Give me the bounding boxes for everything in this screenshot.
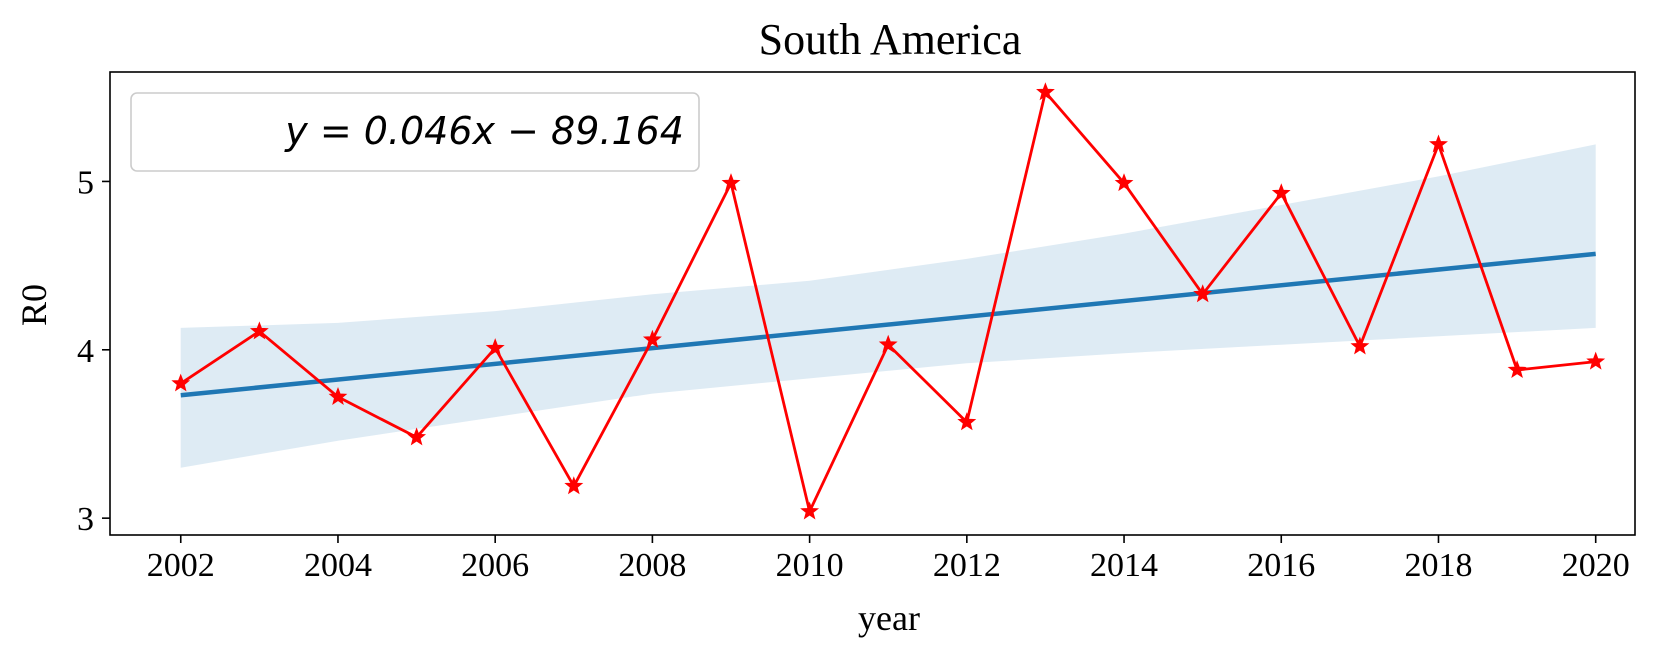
data-point-star [564,476,584,495]
x-tick-label: 2010 [776,547,844,584]
data-point-star [1429,134,1448,153]
y-axis-label: R0 [14,284,54,326]
data-point-star [1193,284,1213,303]
data-point-star [407,427,427,446]
data-point-star [1586,351,1606,370]
y-tick-label: 3 [77,501,94,538]
data-point-star [1271,183,1291,202]
x-tick-label: 2006 [461,547,529,584]
data-point-star [800,501,820,520]
data-point-star [249,321,269,340]
x-tick-label: 2020 [1562,547,1630,584]
y-tick-label: 5 [77,164,94,201]
regression-line [180,251,1596,398]
x-axis-label: year [858,598,920,638]
data-point-star [328,387,348,405]
confidence-band [180,144,1596,468]
x-tick-label: 2004 [304,547,372,584]
data-point-star [1036,82,1055,101]
data-point-star [1350,336,1370,355]
x-tick-label: 2018 [1404,547,1472,584]
x-tick-label: 2016 [1247,547,1315,584]
legend: y = 0.046x − 89.164 [130,92,700,172]
data-point-star [1507,360,1527,379]
data-point-star [878,334,898,353]
x-tick-label: 2008 [618,547,686,584]
data-point-star [485,338,505,357]
legend-entry: y = 0.046x − 89.164 [284,109,684,153]
chart-title: South America [759,15,1022,64]
data-point-star [642,329,662,348]
data-point-star [171,373,191,392]
x-tick-label: 2002 [147,547,215,584]
x-tick-label: 2014 [1090,547,1158,584]
plot-frame [109,71,1636,536]
data-point-star [721,173,741,192]
data-point-star [1114,173,1134,192]
data-point-star [957,412,977,431]
y-tick-label: 4 [77,333,94,370]
legend-box [130,92,700,172]
x-tick-label: 2012 [933,547,1001,584]
